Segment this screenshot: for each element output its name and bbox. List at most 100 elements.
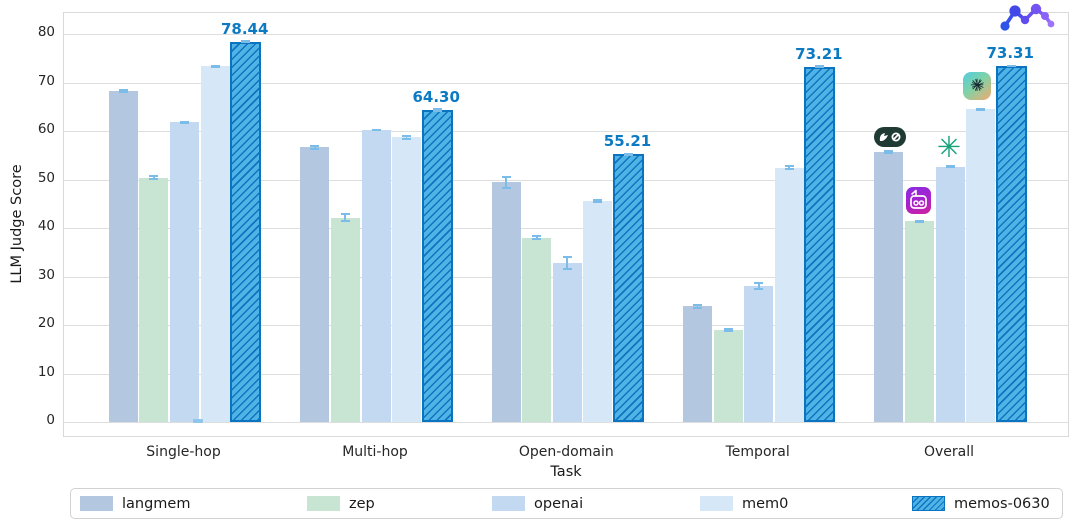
legend-label-mem0: mem0 — [742, 495, 789, 512]
value-label-single-hop: 78.44 — [220, 19, 269, 38]
legend-label-zep: zep — [349, 495, 375, 512]
bar-langmem-overall — [874, 151, 904, 422]
error-bar — [180, 120, 189, 124]
error-bar — [976, 107, 986, 111]
bar-memos-0630-multi-hop — [421, 110, 453, 422]
plot-area — [63, 12, 1069, 437]
bar-mem0-single-hop — [200, 66, 230, 422]
mem0-knot-ball-icon: ✳ ✳ — [963, 72, 991, 100]
value-label-open-domain: 55.21 — [603, 132, 652, 151]
bar-memos-0630-single-hop — [230, 41, 262, 422]
y-tick-label-60: 60 — [37, 121, 55, 137]
bar-openai-multi-hop — [361, 130, 391, 422]
error-bar — [884, 149, 894, 154]
bar-openai-temporal — [744, 285, 774, 422]
error-bar — [624, 152, 633, 156]
legend-swatch-mem0 — [700, 496, 733, 511]
error-bar — [1006, 65, 1016, 68]
error-bar — [340, 213, 350, 223]
x-tick-label-open-domain: Open-domain — [518, 444, 614, 460]
error-bar — [310, 145, 320, 150]
error-bar — [914, 219, 924, 223]
bar-memos-0630-temporal — [804, 66, 836, 422]
error-bar — [532, 235, 542, 241]
x-axis-label: Task — [550, 464, 582, 480]
gridline-y-50 — [64, 179, 1068, 181]
gridline-y-0 — [64, 422, 1068, 423]
gridline-y-80 — [64, 34, 1068, 35]
bar-langmem-multi-hop — [300, 147, 330, 422]
error-bar — [723, 327, 733, 332]
bar-mem0-open-domain — [583, 200, 613, 422]
error-bar — [371, 129, 381, 132]
bar-langmem-single-hop — [108, 91, 138, 422]
error-bar — [402, 134, 412, 140]
y-tick-label-40: 40 — [37, 218, 55, 234]
legend-swatch-langmem — [80, 496, 113, 511]
legend-entry-langmem: langmem — [80, 489, 190, 518]
bar-memos-0630-overall — [995, 66, 1027, 422]
error-bar — [593, 198, 603, 203]
error-cap-artifact — [193, 419, 203, 423]
error-bar — [754, 281, 764, 290]
legend-swatch-zep — [307, 496, 340, 511]
bar-mem0-overall — [966, 109, 996, 422]
error-bar — [118, 89, 128, 94]
gridline-y-60 — [64, 131, 1068, 132]
legend-entry-zep: zep — [307, 489, 375, 518]
error-bar — [210, 64, 220, 69]
error-bar — [149, 174, 159, 181]
bar-zep-single-hop — [139, 177, 169, 422]
bar-zep-multi-hop — [330, 217, 360, 422]
value-label-overall: 73.31 — [986, 44, 1034, 63]
bar-zep-open-domain — [522, 237, 552, 422]
error-bar — [562, 255, 572, 271]
x-tick-label-multi-hop: Multi-hop — [342, 444, 408, 460]
error-bar — [815, 65, 825, 69]
value-label-multi-hop: 64.30 — [412, 88, 460, 107]
legend-label-memos-0630: memos-0630 — [954, 495, 1050, 512]
bar-zep-overall — [904, 221, 934, 422]
gridline-y-70 — [64, 82, 1068, 84]
x-tick-label-single-hop: Single-hop — [146, 444, 221, 460]
bar-langmem-temporal — [683, 306, 712, 422]
error-bar — [784, 165, 794, 171]
openai-knot-icon: ✳ — [936, 129, 962, 164]
zep-robot-icon — [906, 187, 931, 214]
legend-entry-memos-0630: memos-0630 — [912, 489, 1050, 518]
error-bar — [945, 165, 955, 169]
memos-network-logo-icon — [999, 2, 1057, 37]
bar-mem0-multi-hop — [392, 137, 422, 422]
error-bar — [501, 175, 511, 190]
x-tick-label-overall: Overall — [923, 444, 975, 460]
bar-openai-open-domain — [552, 262, 582, 422]
legend-swatch-memos-0630 — [912, 496, 945, 511]
bar-mem0-temporal — [774, 167, 804, 422]
bar-zep-temporal — [713, 329, 743, 422]
y-tick-label-80: 80 — [37, 24, 55, 40]
legend-label-openai: openai — [534, 495, 584, 512]
value-label-temporal: 73.21 — [795, 44, 843, 63]
error-bar — [693, 303, 702, 309]
error-bar — [432, 108, 442, 113]
y-tick-label-30: 30 — [37, 266, 55, 283]
legend-entry-openai: openai — [492, 489, 583, 518]
bar-openai-overall — [935, 166, 965, 422]
y-tick-label-50: 50 — [37, 169, 55, 186]
x-tick-label-temporal: Temporal — [725, 444, 790, 460]
legend: langmem zep openai mem0 memos-0630 — [70, 488, 1063, 519]
y-tick-label-70: 70 — [37, 72, 55, 89]
error-bar — [241, 40, 251, 44]
y-tick-label-10: 10 — [37, 363, 55, 380]
langchain-feather-link-icon — [874, 127, 906, 147]
y-tick-label-20: 20 — [37, 315, 55, 331]
bar-memos-0630-open-domain — [613, 154, 644, 422]
y-tick-label-0: 0 — [46, 412, 55, 428]
legend-label-langmem: langmem — [122, 495, 191, 512]
legend-entry-mem0: mem0 — [700, 489, 788, 518]
gridline-y-40 — [64, 228, 1068, 229]
bar-openai-single-hop — [170, 122, 199, 422]
legend-swatch-openai — [492, 496, 525, 511]
bar-langmem-open-domain — [491, 182, 521, 422]
